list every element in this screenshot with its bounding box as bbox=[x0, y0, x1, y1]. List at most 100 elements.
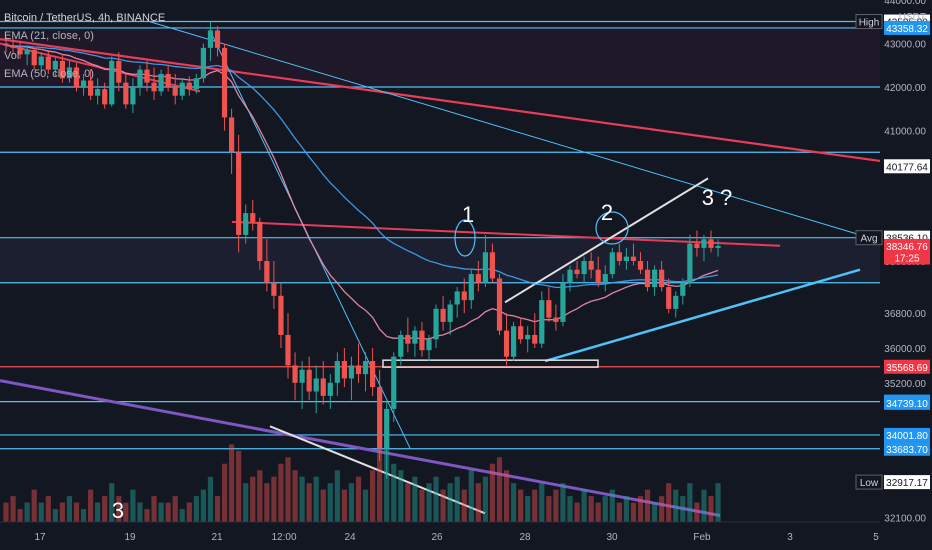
volume-bar bbox=[334, 470, 340, 522]
volume-bar bbox=[257, 470, 263, 522]
candle-body bbox=[130, 87, 136, 105]
candle-body bbox=[214, 30, 221, 48]
candle-body bbox=[581, 261, 587, 275]
candle-body bbox=[539, 300, 545, 344]
volume-bar bbox=[680, 496, 686, 522]
volume-bar bbox=[454, 476, 460, 522]
volume-bar bbox=[31, 489, 37, 522]
volume-bar bbox=[207, 476, 214, 522]
volume-bar bbox=[518, 489, 524, 522]
candle-body bbox=[207, 30, 214, 48]
candle-body bbox=[370, 361, 376, 388]
candle-body bbox=[299, 369, 305, 383]
support-box bbox=[382, 359, 599, 368]
volume-bar bbox=[320, 489, 326, 522]
volume-bar bbox=[102, 496, 108, 522]
volume-bar bbox=[659, 496, 665, 522]
candle-body bbox=[236, 152, 242, 235]
candle-body bbox=[285, 334, 291, 366]
volume-bar bbox=[595, 502, 601, 522]
x-tick-label: 30 bbox=[606, 532, 618, 543]
candle-body bbox=[257, 221, 263, 261]
volume-bar bbox=[116, 496, 122, 522]
volume-bar bbox=[130, 489, 136, 522]
volume-bar bbox=[377, 412, 383, 522]
annotation-label-0: 1 bbox=[462, 202, 474, 227]
candle-body bbox=[412, 330, 418, 344]
price-label-box: 43358.32 bbox=[884, 20, 930, 35]
volume-bar bbox=[560, 483, 566, 522]
horizontal-red-trendline bbox=[231, 220, 781, 247]
candle-body bbox=[334, 361, 340, 383]
candle-body bbox=[102, 89, 108, 105]
x-tick-label: Feb bbox=[693, 532, 711, 543]
channel-bottom-support bbox=[544, 268, 861, 363]
candle-body bbox=[88, 80, 94, 96]
volume-bar bbox=[644, 489, 651, 522]
volume-bar bbox=[236, 450, 242, 522]
candle-body bbox=[320, 378, 326, 396]
candle-body bbox=[546, 300, 552, 318]
candle-body bbox=[264, 261, 270, 283]
volume-bar bbox=[299, 476, 305, 522]
candle-body bbox=[567, 269, 573, 283]
price-label-text: High bbox=[859, 18, 880, 29]
range-zone bbox=[0, 237, 880, 283]
volume-bar bbox=[433, 476, 439, 522]
candle-body bbox=[193, 78, 199, 90]
cyan-descending-trendline bbox=[149, 21, 861, 236]
volume-bar bbox=[229, 444, 235, 522]
white-channel-top bbox=[504, 177, 709, 304]
volume-bar bbox=[574, 502, 580, 522]
candle-body bbox=[221, 47, 228, 118]
volume-bar bbox=[10, 496, 16, 522]
volume-bar bbox=[391, 463, 397, 522]
volume-bar bbox=[511, 483, 517, 522]
volume-bar bbox=[165, 502, 171, 522]
candle-body bbox=[45, 56, 51, 70]
candle-body bbox=[687, 243, 693, 283]
volume-bar bbox=[546, 496, 552, 522]
volume-bar bbox=[405, 483, 411, 522]
volume-bar bbox=[666, 483, 672, 522]
x-tick-label: 28 bbox=[519, 532, 531, 543]
price-label-text: Low bbox=[860, 478, 879, 489]
volume-bar bbox=[306, 483, 312, 522]
indicator-vol-label[interactable]: Vol bbox=[4, 50, 20, 62]
candle-body bbox=[116, 60, 122, 83]
candle-body bbox=[644, 269, 651, 288]
candle-body bbox=[229, 117, 235, 153]
volume-bar bbox=[193, 496, 199, 522]
candle-body bbox=[616, 252, 622, 261]
candle-body bbox=[440, 308, 446, 322]
annotation-label-3: 3 bbox=[112, 498, 124, 523]
candle-body bbox=[17, 47, 23, 55]
volume-bar bbox=[525, 496, 531, 522]
volume-bar bbox=[482, 476, 488, 522]
candle-body bbox=[80, 80, 87, 87]
candle-body bbox=[151, 82, 157, 92]
price-label-box: Low bbox=[855, 474, 883, 490]
candle-body bbox=[200, 47, 206, 79]
price-label-bg bbox=[884, 250, 930, 265]
candle-body bbox=[482, 252, 488, 283]
volume-bar bbox=[151, 496, 157, 522]
candle-body bbox=[52, 60, 58, 70]
volume-bar bbox=[426, 483, 432, 522]
volume-bar bbox=[52, 509, 58, 522]
volume-bar bbox=[73, 502, 80, 522]
price-label-bg bbox=[884, 395, 930, 410]
indicator-ema-slow-label[interactable]: EMA (50, close, 0) bbox=[4, 68, 94, 80]
volume-bar bbox=[503, 470, 510, 522]
indicator-ema-fast-label[interactable]: EMA (21, close, 0) bbox=[4, 30, 94, 42]
price-label-text: 32917.17 bbox=[886, 478, 928, 489]
price-label-bg bbox=[855, 230, 883, 246]
volume-bar bbox=[80, 509, 87, 522]
candle-body bbox=[355, 365, 362, 375]
x-tick-label: 21 bbox=[211, 532, 223, 543]
candle-body bbox=[377, 387, 383, 449]
price-label-bg bbox=[884, 427, 930, 442]
volume-bar bbox=[24, 502, 30, 522]
candle-body bbox=[426, 339, 432, 351]
